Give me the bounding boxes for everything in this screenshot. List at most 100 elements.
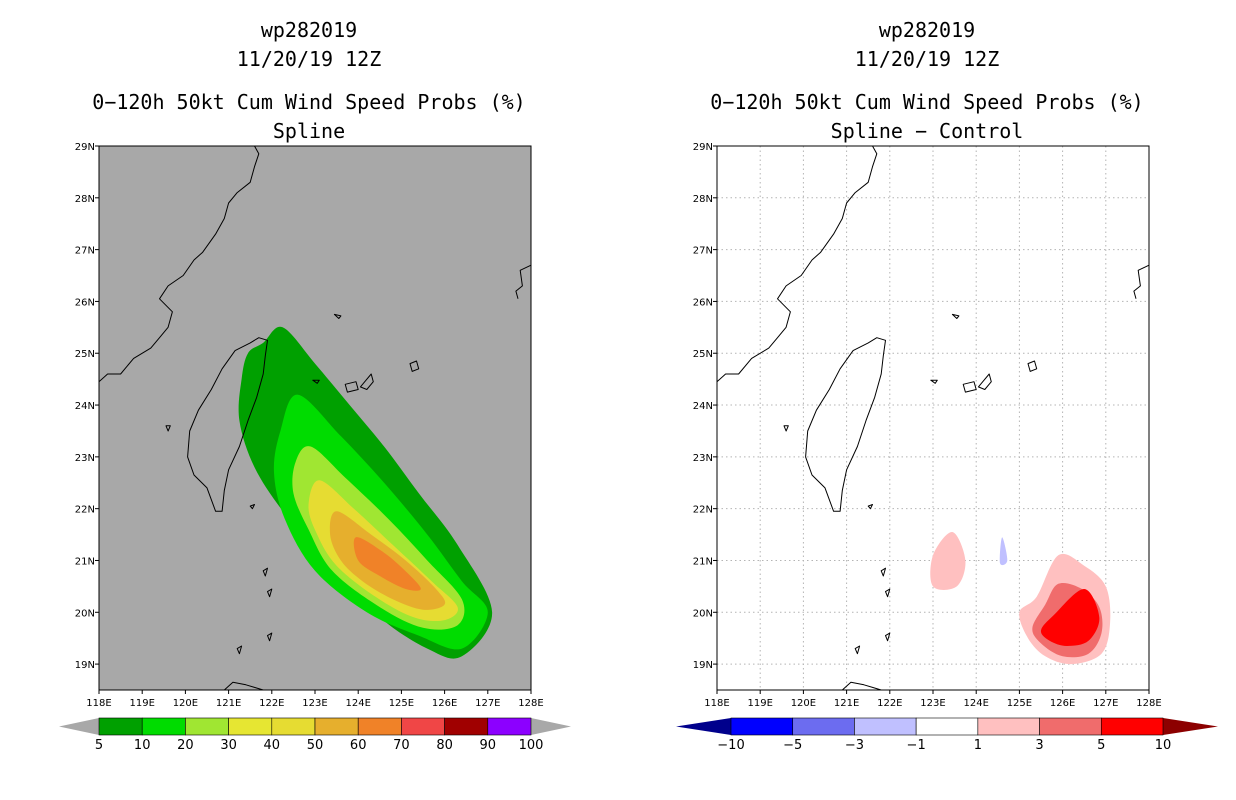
y-tick-label: 26N — [693, 297, 713, 308]
yonaguni-island — [930, 379, 938, 384]
colorbar-label: −1 — [907, 738, 926, 753]
left-colorbar: 5 10 20 30 40 50 60 70 80 90 100 — [59, 717, 571, 753]
colorbar-swatch — [401, 717, 445, 736]
colorbar-swatch — [444, 717, 489, 736]
colorbar-label: 70 — [393, 738, 410, 753]
colorbar-label: 20 — [177, 738, 194, 753]
x-tick-label: 124E — [345, 698, 370, 709]
miyako-island — [409, 360, 420, 372]
left-title: 0−120h 50kt Cum Wind Speed Probs (%) — [92, 90, 525, 114]
miyako-island — [1027, 360, 1038, 372]
y-tick-label: 28N — [693, 194, 713, 205]
colorbar-label: 10 — [134, 738, 151, 753]
y-tick-label: 25N — [75, 349, 95, 360]
x-tick-label: 126E — [1050, 698, 1075, 709]
panel-spline-minus-control: wp282019 11/20/19 12Z 0−120h 50kt Cum Wi… — [676, 18, 1218, 753]
y-tick-label: 29N — [693, 142, 713, 153]
diaoyu-islet — [951, 313, 960, 319]
x-tick-label: 123E — [302, 698, 327, 709]
colorbar-label: 3 — [1035, 738, 1043, 753]
colorbar-swatch — [357, 717, 402, 736]
x-tick-label: 122E — [877, 698, 902, 709]
y-tick-label: 24N — [693, 401, 713, 412]
diaoyu-islet — [333, 313, 342, 319]
x-tick-label: 123E — [920, 698, 945, 709]
taiwan-coastline — [805, 337, 886, 512]
penghu-island — [165, 425, 171, 432]
colorbar-label: 50 — [307, 738, 324, 753]
left-date-label: 11/20/19 12Z — [237, 47, 382, 71]
okinawa-edge — [1133, 264, 1150, 299]
colorbar-swatch — [271, 717, 316, 736]
china-coastline — [716, 145, 878, 383]
colorbar-label: 90 — [480, 738, 497, 753]
x-tick-label: 122E — [259, 698, 284, 709]
y-tick-label: 26N — [75, 297, 95, 308]
china-coastline — [98, 145, 260, 383]
colorbar-swatch — [1100, 717, 1164, 736]
contour-level-1-0 — [930, 531, 966, 590]
right-colorbar: −10 −5 −3 −1 1 3 5 10 — [676, 717, 1218, 753]
x-tick-label: 120E — [173, 698, 198, 709]
y-tick-label: 22N — [693, 505, 713, 516]
colorbar-label: −10 — [717, 738, 744, 753]
colorbar-swatch — [141, 717, 186, 736]
y-tick-label: 21N — [693, 556, 713, 567]
y-tick-label: 29N — [75, 142, 95, 153]
batanes-island-1 — [262, 567, 268, 577]
colorbar-label: 5 — [95, 738, 103, 753]
y-tick-label: 23N — [75, 453, 95, 464]
luzon-coast — [841, 681, 882, 691]
y-tick-label: 20N — [75, 608, 95, 619]
colorbar-over-triangle — [531, 718, 571, 735]
colorbar-label: 1 — [974, 738, 982, 753]
colorbar-swatch — [98, 717, 143, 736]
x-tick-label: 125E — [1007, 698, 1032, 709]
left-y-axis: 19N 20N 21N 22N 23N 24N 25N 26N 27N 28N 29N — [75, 142, 99, 671]
colorbar-label: 5 — [1097, 738, 1105, 753]
colorbar-label: −5 — [783, 738, 802, 753]
colorbar-under-triangle — [59, 718, 99, 735]
colorbar-swatch — [792, 717, 855, 736]
colorbar-over-triangle — [1163, 718, 1218, 735]
babuyan-island-2 — [854, 645, 861, 655]
colorbar-swatch — [487, 717, 532, 736]
colorbar-swatch — [977, 717, 1040, 736]
batanes-island-2 — [267, 588, 273, 598]
right-y-axis: 19N 20N 21N 22N 23N 24N 25N 26N 27N 28N 29N — [693, 142, 717, 671]
yonaguni-island — [312, 379, 320, 384]
babuyan-island-1 — [267, 632, 273, 642]
y-tick-label: 20N — [693, 608, 713, 619]
x-tick-label: 121E — [834, 698, 859, 709]
iriomote-island — [344, 381, 359, 393]
right-title: 0−120h 50kt Cum Wind Speed Probs (%) — [710, 90, 1143, 114]
babuyan-island-1 — [885, 632, 891, 642]
colorbar-label: 30 — [220, 738, 237, 753]
right-date-label: 11/20/19 12Z — [855, 47, 1000, 71]
contour-level-50-5 — [353, 537, 421, 591]
left-coastlines — [98, 145, 532, 691]
y-tick-label: 27N — [75, 246, 95, 257]
colorbar-label: 40 — [264, 738, 281, 753]
panel-spline: wp282019 11/20/19 12Z 0−120h 50kt Cum Wi… — [59, 18, 571, 753]
y-tick-label: 24N — [75, 401, 95, 412]
right-coastlines — [716, 145, 1150, 691]
lanyu-island — [867, 504, 873, 510]
x-tick-label: 128E — [518, 698, 543, 709]
y-tick-label: 23N — [693, 453, 713, 464]
left-x-axis: 118E 119E 120E 121E 122E 123E 124E 125E 126E 127E… — [86, 690, 544, 709]
x-tick-label: 119E — [129, 698, 154, 709]
ishigaki-island — [359, 373, 374, 390]
colorbar-label: 100 — [519, 738, 544, 753]
colorbar-swatch — [185, 717, 229, 736]
right-storm-id: wp282019 — [879, 18, 975, 42]
x-tick-label: 128E — [1136, 698, 1161, 709]
lanyu-island — [249, 504, 255, 510]
right-difference-contours — [930, 531, 1111, 665]
colorbar-swatch — [854, 717, 917, 736]
x-tick-label: 127E — [1093, 698, 1118, 709]
x-tick-label: 124E — [963, 698, 988, 709]
y-tick-label: 25N — [693, 349, 713, 360]
y-tick-label: 22N — [75, 505, 95, 516]
x-tick-label: 121E — [216, 698, 241, 709]
